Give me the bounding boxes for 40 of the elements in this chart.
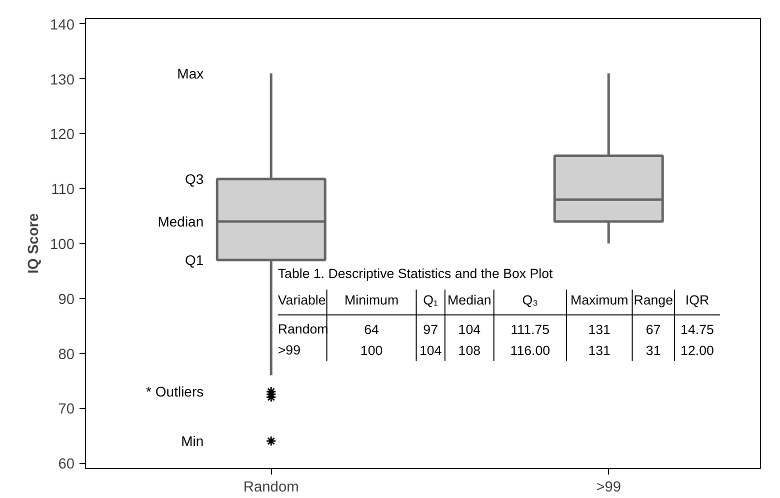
annotation: 14.75 <box>680 322 714 338</box>
annotation: Q1 <box>184 252 204 268</box>
annotation: >99 <box>278 342 300 358</box>
annotation: 104 <box>458 322 482 338</box>
annotation: 100 <box>360 342 383 358</box>
annotation: Max <box>177 65 204 82</box>
annotation: Min <box>181 433 204 450</box>
y-tick-label: 90 <box>58 292 75 308</box>
annotation: 131 <box>588 342 610 358</box>
y-tick-label: 110 <box>51 182 75 198</box>
y-tick-label: 130 <box>50 72 75 88</box>
annotation: 108 <box>458 342 481 358</box>
annotation: Q₃ <box>522 292 538 308</box>
annotation: Q3 <box>184 171 204 188</box>
annotation: Maximum <box>570 292 628 308</box>
y-tick-label: 60 <box>58 456 75 473</box>
y-tick-label: 80 <box>58 346 75 363</box>
y-tick-label: 120 <box>50 127 75 144</box>
y-tick-label: 100 <box>50 237 75 253</box>
annotation: 31 <box>646 342 661 358</box>
annotation: Minimum <box>344 292 399 308</box>
annotation: Range <box>634 292 673 308</box>
annotation: IQR <box>685 292 710 308</box>
annotation: Table 1. Descriptive Statistics and the Box Plot <box>278 266 554 282</box>
annotation: 67 <box>646 322 661 338</box>
annotation: Variable <box>278 292 326 308</box>
annotation: Median <box>448 292 492 308</box>
annotation: 97 <box>423 322 438 338</box>
y-axis-title: IQ Score <box>26 213 42 274</box>
annotation: Median <box>158 214 204 230</box>
annotation: * Outliers <box>146 384 204 400</box>
y-tick-label: 140 <box>50 17 75 34</box>
y-tick-label: 70 <box>58 402 75 418</box>
annotation: 111.75 <box>510 322 550 338</box>
annotation: 131 <box>588 322 610 338</box>
annotation: 12.00 <box>680 342 714 358</box>
annotation: 64 <box>364 322 380 338</box>
annotation: 116.00 <box>510 342 550 358</box>
annotation: 104 <box>419 342 442 358</box>
annotation: Q₁ <box>423 292 439 308</box>
